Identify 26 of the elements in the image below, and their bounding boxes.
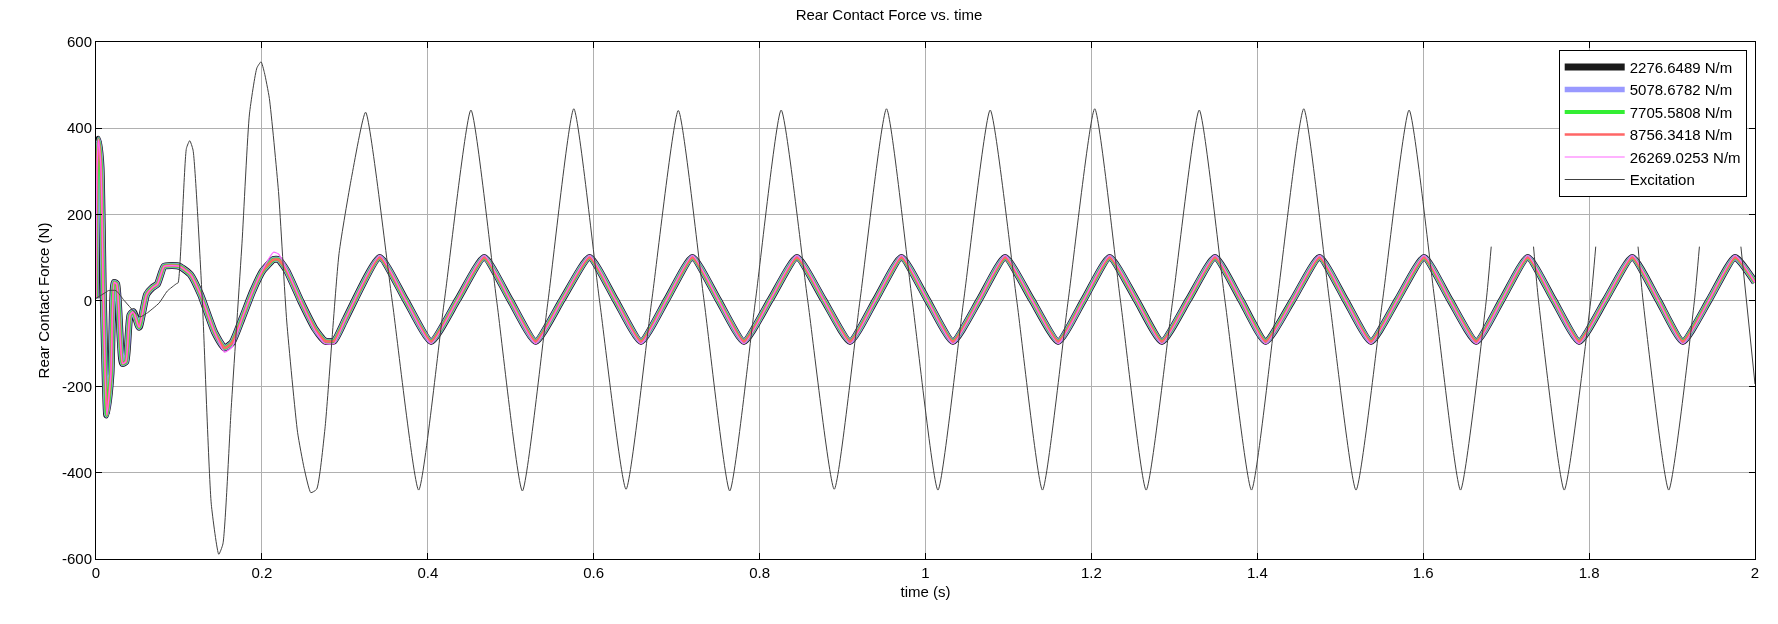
x-tick-label: 1: [921, 564, 930, 581]
y-tick-label: 200: [66, 205, 92, 223]
legend-label: 7705.5808 N/m: [1629, 103, 1733, 121]
legend-label: 5078.6782 N/m: [1629, 81, 1733, 99]
x-tick-label: 0.2: [251, 564, 273, 581]
legend-label: 8756.3418 N/m: [1629, 126, 1733, 144]
y-tick-label: -200: [61, 377, 92, 395]
x-tick-label: 1.6: [1412, 564, 1434, 581]
legend-label: 26269.0253 N/m: [1629, 148, 1741, 166]
y-tick-label: 600: [66, 33, 92, 51]
x-tick-label: 0.8: [749, 564, 771, 581]
x-tick-label: 1.8: [1578, 564, 1600, 581]
x-tick-label: 1.4: [1246, 564, 1268, 581]
legend-label: 2276.6489 N/m: [1629, 58, 1733, 76]
y-tick-label: 400: [66, 119, 92, 137]
chart-title: Rear Contact Force vs. time: [795, 5, 983, 23]
y-tick-label: -600: [61, 550, 92, 568]
legend-label: Excitation: [1629, 171, 1695, 189]
y-tick-label: 0: [83, 291, 92, 309]
x-tick-label: 0.4: [417, 564, 439, 581]
x-tick-label: 2: [1750, 564, 1760, 581]
x-axis-title: time (s): [900, 583, 951, 600]
x-tick-label: 1.2: [1080, 564, 1102, 581]
y-axis-title: Rear Contact Force (N): [35, 222, 53, 379]
x-tick-label: 0.6: [583, 564, 605, 581]
y-tick-label: -400: [61, 464, 92, 482]
